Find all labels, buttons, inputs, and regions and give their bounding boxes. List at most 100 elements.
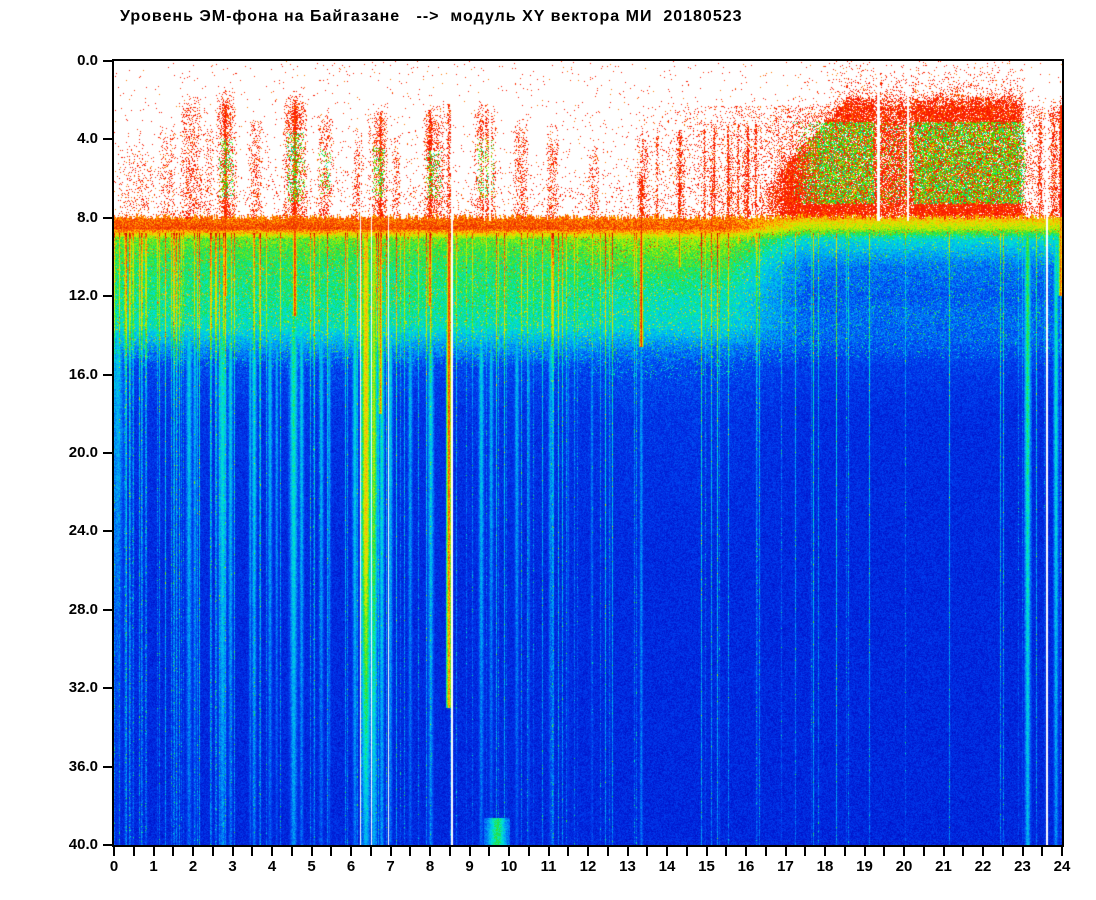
x-tick [685, 847, 688, 856]
y-tick [103, 765, 112, 768]
y-tick [103, 373, 112, 376]
x-tick-label: 9 [465, 858, 474, 875]
y-tick-label: 24.0 [68, 522, 98, 540]
x-tick [843, 847, 846, 856]
x-tick-label: 16 [737, 858, 755, 875]
x-tick [863, 847, 866, 856]
y-tick [103, 295, 112, 298]
x-tick [824, 847, 826, 856]
x-tick [764, 847, 767, 856]
y-tick-label: 28.0 [68, 600, 98, 618]
x-tick [468, 847, 471, 856]
x-tick-label: 3 [228, 858, 237, 875]
x-tick [488, 847, 491, 856]
x-tick-label: 21 [935, 858, 952, 875]
y-tick-label: 20.0 [68, 444, 98, 461]
x-tick-label: 2 [188, 858, 198, 875]
x-tick-label: 12 [579, 858, 597, 875]
x-tick [310, 847, 313, 856]
x-tick [527, 847, 530, 856]
y-tick-label: 4.0 [77, 130, 98, 148]
x-tick [1061, 847, 1063, 856]
x-tick-label: 19 [856, 858, 873, 875]
x-tick [152, 847, 155, 856]
x-tick-label: 4 [267, 858, 277, 875]
x-tick [330, 847, 333, 856]
x-tick [251, 847, 254, 856]
x-tick [903, 847, 905, 856]
x-tick-label: 24 [1053, 858, 1071, 875]
x-tick [508, 847, 510, 856]
x-tick [745, 847, 747, 856]
x-tick-label: 15 [698, 858, 715, 875]
x-tick-label: 1 [149, 858, 158, 875]
x-tick [290, 847, 293, 856]
heatmap-canvas [114, 61, 1062, 845]
x-tick [369, 847, 372, 856]
plot-frame [112, 59, 1064, 847]
y-tick-label: 36.0 [68, 757, 98, 775]
y-tick [103, 844, 112, 846]
x-tick-label: 10 [500, 858, 518, 875]
x-tick-label: 23 [1014, 858, 1031, 875]
x-tick-label: 5 [307, 858, 316, 875]
x-tick [883, 847, 886, 856]
y-tick [103, 608, 112, 611]
x-tick [666, 847, 668, 856]
x-tick [132, 847, 135, 856]
x-tick [784, 847, 787, 856]
y-tick [103, 216, 112, 219]
y-tick [103, 60, 112, 62]
x-tick [922, 847, 925, 856]
x-tick [942, 847, 945, 856]
x-tick [705, 847, 708, 856]
x-tick [172, 847, 175, 856]
y-tick-label: 40.0 [68, 836, 98, 853]
x-tick-label: 17 [777, 858, 794, 875]
x-tick [962, 847, 965, 856]
x-tick-label: 0 [109, 858, 119, 875]
x-tick [271, 847, 273, 856]
x-tick [192, 847, 194, 856]
x-tick [982, 847, 984, 856]
chart-title: Уровень ЭМ-фона на Байгазане --> модуль … [120, 8, 743, 25]
y-tick-label: 0.0 [77, 52, 98, 69]
x-tick [448, 847, 451, 856]
x-tick [1021, 847, 1024, 856]
y-tick [103, 452, 112, 454]
y-tick-label: 8.0 [77, 208, 98, 226]
x-tick [725, 847, 728, 856]
x-tick-label: 7 [386, 858, 395, 875]
y-tick-label: 16.0 [68, 365, 98, 383]
x-tick [409, 847, 412, 856]
x-tick [567, 847, 570, 856]
y-tick [103, 138, 112, 141]
y-tick [103, 530, 112, 533]
x-tick-label: 14 [658, 858, 676, 875]
x-tick-label: 22 [974, 858, 992, 875]
x-tick [389, 847, 392, 856]
x-tick [804, 847, 807, 856]
x-tick-label: 13 [619, 858, 636, 875]
x-tick-label: 18 [816, 858, 834, 875]
x-tick [646, 847, 649, 856]
x-tick [113, 847, 115, 856]
x-tick-label: 20 [895, 858, 913, 875]
x-tick-label: 8 [425, 858, 435, 875]
x-tick [547, 847, 550, 856]
x-tick [350, 847, 352, 856]
x-tick [626, 847, 629, 856]
x-tick [1001, 847, 1004, 856]
y-tick-label: 12.0 [68, 287, 98, 305]
x-tick [429, 847, 431, 856]
x-tick-label: 6 [346, 858, 356, 875]
x-tick [1041, 847, 1044, 856]
y-tick-label: 32.0 [68, 679, 98, 697]
y-tick [103, 687, 112, 690]
x-tick [231, 847, 234, 856]
x-tick-label: 11 [540, 858, 557, 875]
x-tick [606, 847, 609, 856]
x-tick [587, 847, 589, 856]
x-tick [211, 847, 214, 856]
